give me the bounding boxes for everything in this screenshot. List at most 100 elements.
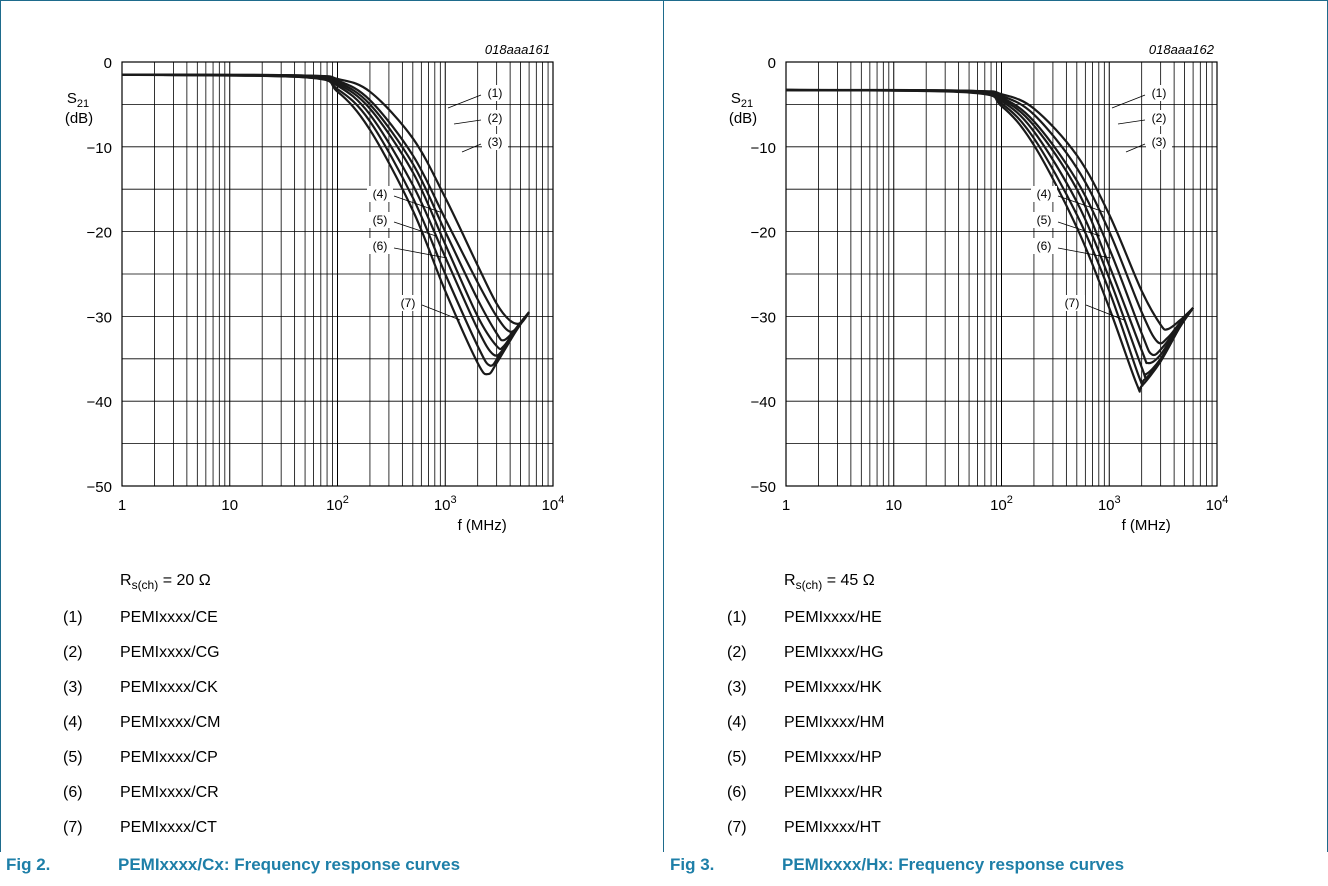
plot-frame	[121, 61, 554, 487]
y-tick-label: −50	[87, 479, 112, 496]
callout-leader	[1057, 247, 1112, 259]
frame-left	[0, 0, 1, 852]
callout-bg	[1146, 110, 1172, 126]
callout-leader	[461, 143, 482, 153]
figure-caption: Fig 3. PEMIxxxx/Hx: Frequency response cu…	[670, 855, 1124, 875]
legend-item: (3) PEMIxxxx/CK	[63, 679, 218, 696]
y-axis-label: S21	[67, 90, 89, 110]
legend-item: (1) PEMIxxxx/HE	[727, 609, 882, 626]
x-tick-label: 103	[434, 494, 457, 514]
plot-frame	[785, 61, 1218, 487]
callout-label: (4)	[1037, 187, 1052, 201]
callout-bg	[482, 134, 508, 150]
callout-bg	[1031, 212, 1057, 228]
series-line	[121, 73, 531, 376]
callout-label: (2)	[1152, 111, 1167, 125]
y-tick-label: −50	[751, 479, 776, 496]
y-axis-unit: (dB)	[65, 110, 93, 127]
x-axis-label: f (MHz)	[1122, 517, 1171, 534]
y-tick-label: −10	[751, 140, 776, 157]
callout-label: (2)	[488, 111, 503, 125]
callout-leader	[421, 304, 461, 321]
callout-bg	[395, 295, 421, 311]
callout-leader	[1111, 94, 1146, 109]
figure-panel-left: 0 −10 −20 −30 −40 −50 1 10 102 103 104 f (MHz) S21 (d…	[6, 42, 565, 875]
callout-label: (6)	[373, 239, 388, 253]
y-tick-label: 0	[768, 55, 776, 72]
series-line	[121, 73, 530, 367]
legend-list: (1) PEMIxxxx/CE (2) PEMIxxxx/CG (3) PEMIxxx…	[63, 609, 220, 854]
legend-item: (2) PEMIxxxx/HG	[727, 644, 884, 661]
series-line	[121, 73, 530, 325]
x-axis-label: f (MHz)	[458, 517, 507, 534]
y-tick-label: 0	[104, 55, 112, 72]
x-tick-label: 103	[1098, 494, 1121, 514]
series-line	[785, 88, 1194, 331]
legend-item: (4) PEMIxxxx/HM	[727, 714, 885, 731]
callout-leader	[447, 94, 482, 109]
callout-bg	[1059, 295, 1085, 311]
legend-item: (6) PEMIxxxx/CR	[63, 784, 219, 801]
x-tick-label: 1	[118, 497, 126, 514]
callout-bg	[1031, 238, 1057, 254]
x-tick-label: 102	[990, 494, 1013, 514]
y-axis-label: S21	[731, 90, 753, 110]
y-tick-label: −40	[751, 394, 776, 411]
callout-label: (3)	[1152, 135, 1167, 149]
callout-leader	[1085, 304, 1125, 321]
callout-label: (1)	[1152, 86, 1167, 100]
x-tick-label: 104	[542, 494, 565, 514]
callout-leader	[393, 221, 437, 237]
panel-divider	[663, 0, 664, 852]
rs-label: Rs(ch) = 20 Ω	[120, 572, 211, 593]
legend-item: (3) PEMIxxxx/HK	[727, 679, 882, 696]
callout-bg	[482, 110, 508, 126]
figure-panel-right: 0 −10 −20 −30 −40 −50 1 10 102 103 104 f (MHz) S21 (d…	[664, 0, 1328, 886]
callout-label: (7)	[401, 296, 416, 310]
figure-caption: Fig 2. PEMIxxxx/Cx: Frequency response cu…	[6, 855, 460, 875]
chart-left: 0 −10 −20 −30 −40 −50 1 10 102 103 104 f (MHz) S21(d…	[65, 42, 565, 534]
callout-leader	[1057, 195, 1105, 213]
series-line	[121, 73, 530, 342]
callout-leader	[1057, 221, 1101, 237]
legend-list: (1) PEMIxxxx/HE (2) PEMIxxxx/HG (3) PEMIxxx…	[727, 609, 884, 854]
callout-bg	[1146, 85, 1172, 101]
frame-top	[0, 0, 1328, 1]
figure-title: PEMIxxxx/Cx: Frequency response curves	[118, 855, 461, 874]
legend-item: (2) PEMIxxxx/CG	[63, 644, 220, 661]
callout-leader	[393, 195, 441, 213]
callout-label: (3)	[488, 135, 503, 149]
series-line	[785, 88, 1195, 393]
legend-item: (7) PEMIxxxx/HT	[727, 819, 881, 836]
callout-label: (1)	[488, 86, 503, 100]
x-tick-label: 104	[1206, 494, 1229, 514]
callout-bg	[367, 238, 393, 254]
x-tick-label: 10	[221, 497, 238, 514]
series-line	[121, 73, 530, 357]
y-tick-label: −30	[87, 309, 112, 326]
figure-code: 018aaa162	[1149, 42, 1215, 57]
x-tick-label: 10	[885, 497, 902, 514]
figure-code: 018aaa161	[485, 42, 550, 57]
callout-leader	[393, 247, 448, 259]
x-tick-label: 1	[782, 497, 790, 514]
callout-bg	[1146, 134, 1172, 150]
callout-label: (7)	[1065, 296, 1080, 310]
legend-item: (5) PEMIxxxx/HP	[727, 749, 882, 766]
y-axis-unit: (dB)	[729, 110, 757, 127]
legend-item: (4) PEMIxxxx/CM	[63, 714, 221, 731]
y-tick-label: −20	[87, 225, 112, 242]
chart-right: 0 −10 −20 −30 −40 −50 1 10 102 103 104 f (MHz) S21(d…	[729, 42, 1229, 534]
callout-leader	[1125, 143, 1146, 153]
y-tick-label: −10	[87, 140, 112, 157]
figure-number: Fig 2.	[6, 855, 51, 874]
callout-label: (5)	[1037, 213, 1052, 227]
series-line	[785, 88, 1194, 365]
legend-item: (7) PEMIxxxx/CT	[63, 819, 217, 836]
figure-title: PEMIxxxx/Hx: Frequency response curves	[782, 855, 1125, 874]
callout-bg	[367, 212, 393, 228]
series-line	[785, 88, 1194, 379]
callout-leader	[453, 119, 482, 125]
y-tick-label: −30	[751, 309, 776, 326]
callout-bg	[1031, 186, 1057, 202]
